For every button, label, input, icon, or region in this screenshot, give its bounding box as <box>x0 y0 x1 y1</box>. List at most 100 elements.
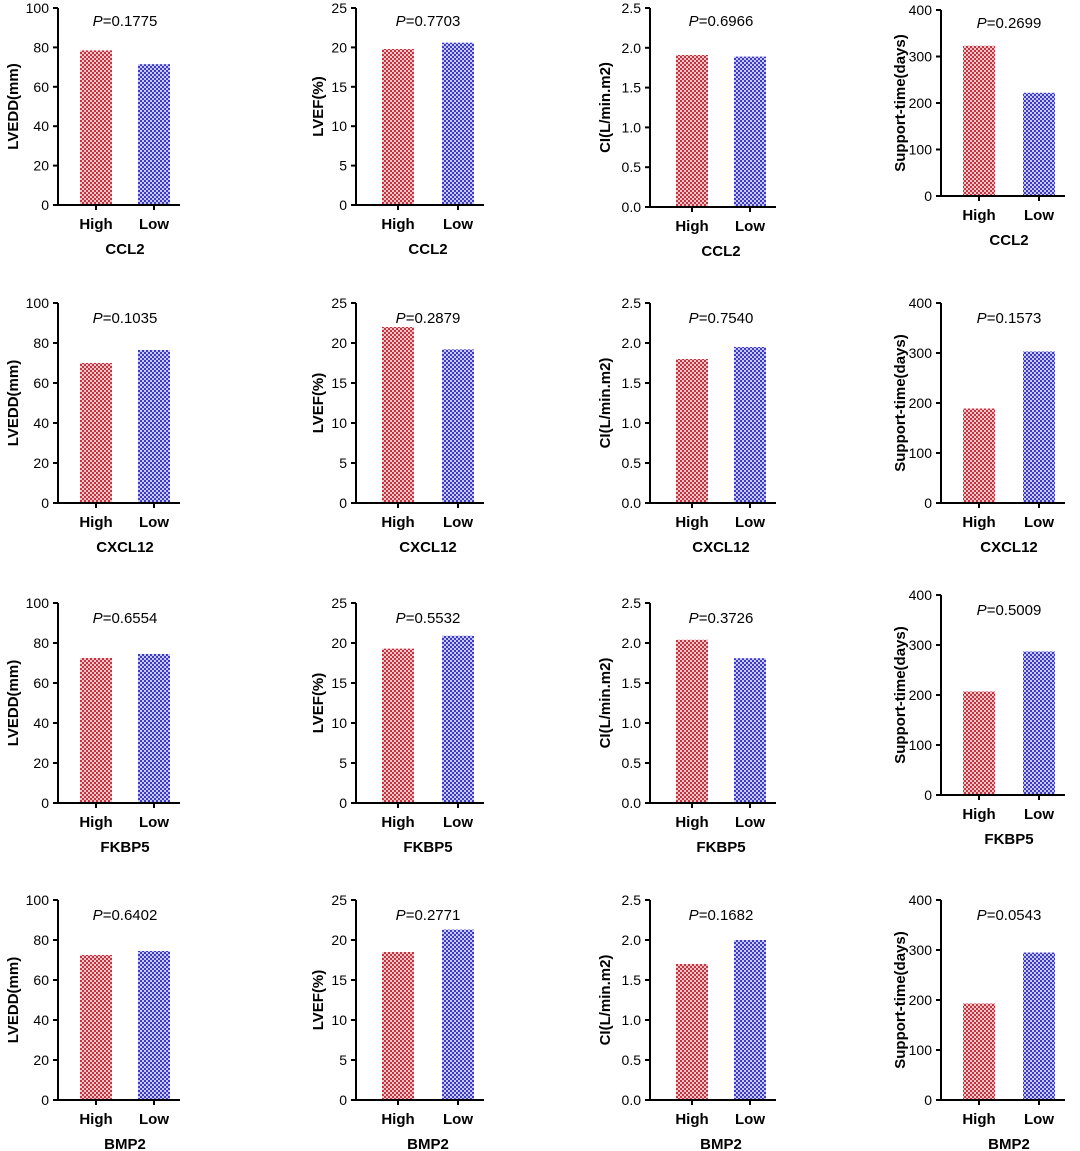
x-tick-label-low: Low <box>443 216 473 233</box>
y-tick-label: 80 <box>33 635 49 651</box>
y-axis-label: LVEDD(mm) <box>5 660 22 746</box>
gene-label: FKBP5 <box>100 839 149 856</box>
y-tick-label: 2.0 <box>622 932 642 948</box>
x-tick-label-high: High <box>962 806 995 823</box>
p-value: =0.6402 <box>103 907 158 924</box>
p-symbol: P <box>977 15 987 32</box>
chart-panel-fkbp5-2: 0.0 0.5 1.0 1.5 2.0 2.5 High Low FKBP5 CI(L/min.m… <box>597 595 776 856</box>
x-tick-label-high: High <box>675 218 708 235</box>
y-axis-label: LVEF(%) <box>310 373 327 434</box>
y-tick-label: 25 <box>331 0 347 16</box>
y-tick-label: 200 <box>909 95 933 111</box>
chart-panel-bmp2-2: 0.0 0.5 1.0 1.5 2.0 2.5 High Low BMP2 CI(L/min.m2… <box>597 892 776 1151</box>
y-tick-label: 100 <box>909 1042 933 1058</box>
bar-high <box>382 48 414 206</box>
y-tick-label: 15 <box>331 972 347 988</box>
bar-low <box>442 929 474 1100</box>
gene-label: BMP2 <box>407 1136 449 1151</box>
y-tick-label: 100 <box>26 892 50 908</box>
y-tick-label: 1.5 <box>622 675 642 691</box>
x-tick-label-low: Low <box>735 814 765 831</box>
y-tick-label: 1.0 <box>622 415 642 431</box>
p-value: =0.2771 <box>406 907 461 924</box>
bar-high <box>676 639 708 803</box>
y-tick-label: 400 <box>909 587 933 603</box>
p-value: =0.1573 <box>987 310 1042 327</box>
y-tick-label: 1.0 <box>622 119 642 135</box>
p-value-label: P=0.1775 <box>93 13 158 30</box>
bar-low <box>442 349 474 503</box>
y-tick-label: 10 <box>331 415 347 431</box>
p-symbol: P <box>396 310 406 327</box>
bar-low <box>442 42 474 206</box>
y-axis-label: LVEDD(mm) <box>5 957 22 1043</box>
y-axis-label: CI(L/min.m2) <box>597 62 614 153</box>
p-symbol: P <box>396 907 406 924</box>
y-tick-label: 100 <box>909 737 933 753</box>
y-tick-label: 80 <box>33 335 49 351</box>
x-tick-label-high: High <box>381 1111 414 1128</box>
p-value: =0.1775 <box>103 13 158 30</box>
x-tick-label-high: High <box>79 216 112 233</box>
x-tick-label-high: High <box>675 814 708 831</box>
y-axis-label: Support-time(days) <box>892 626 909 764</box>
y-tick-label: 25 <box>331 595 347 611</box>
bar-high <box>676 964 708 1100</box>
x-tick-label-high: High <box>381 814 414 831</box>
x-tick-label-high: High <box>962 1111 995 1128</box>
x-tick-label-low: Low <box>139 216 169 233</box>
x-tick-label-low: Low <box>735 1111 765 1128</box>
x-tick-label-high: High <box>79 1111 112 1128</box>
y-tick-label: 400 <box>909 2 933 18</box>
p-value-label: P=0.3726 <box>689 610 754 627</box>
bar-low <box>734 56 766 207</box>
bar-high <box>963 691 995 795</box>
p-value-label: P=0.6554 <box>93 610 158 627</box>
gene-label: CXCL12 <box>399 539 457 556</box>
y-tick-label: 25 <box>331 892 347 908</box>
y-tick-label: 300 <box>909 345 933 361</box>
y-tick-label: 2.0 <box>622 635 642 651</box>
p-value-label: P=0.7703 <box>396 13 461 30</box>
y-tick-label: 2.5 <box>622 295 642 311</box>
p-value: =0.3726 <box>699 610 754 627</box>
y-tick-label: 1.5 <box>622 972 642 988</box>
y-tick-label: 60 <box>33 79 49 95</box>
y-tick-label: 0 <box>924 1092 932 1108</box>
p-value: =0.1035 <box>103 310 158 327</box>
p-value-label: P=0.1573 <box>977 310 1042 327</box>
p-value-label: P=0.6402 <box>93 907 158 924</box>
bar-low <box>734 658 766 803</box>
y-tick-label: 2.0 <box>622 40 642 56</box>
y-tick-label: 0.5 <box>622 755 642 771</box>
y-tick-label: 20 <box>331 635 347 651</box>
p-symbol: P <box>93 907 103 924</box>
y-tick-label: 0 <box>41 197 49 213</box>
x-tick-label-high: High <box>962 207 995 224</box>
p-symbol: P <box>977 602 987 619</box>
y-tick-label: 0 <box>924 188 932 204</box>
x-tick-label-low: Low <box>1024 514 1054 531</box>
bar-high <box>382 648 414 803</box>
y-tick-label: 15 <box>331 79 347 95</box>
x-tick-label-low: Low <box>443 1111 473 1128</box>
y-tick-label: 0.0 <box>622 199 642 215</box>
y-tick-label: 20 <box>33 755 49 771</box>
p-value-label: P=0.1682 <box>689 907 754 924</box>
y-axis-label: LVEF(%) <box>310 970 327 1031</box>
y-tick-label: 0 <box>924 495 932 511</box>
chart-panel-ccl2-3: 0 100 200 300 400 High Low CCL2 Support-time(day… <box>892 2 1065 249</box>
p-value: =0.7703 <box>406 13 461 30</box>
y-tick-label: 40 <box>33 415 49 431</box>
p-symbol: P <box>977 310 987 327</box>
x-tick-label-high: High <box>381 514 414 531</box>
bar-low <box>138 951 170 1100</box>
y-tick-label: 2.5 <box>622 892 642 908</box>
bar-high <box>80 955 112 1100</box>
p-value-label: P=0.1035 <box>93 310 158 327</box>
y-tick-label: 10 <box>331 1012 347 1028</box>
y-tick-label: 400 <box>909 295 933 311</box>
x-tick-label-high: High <box>79 514 112 531</box>
p-value: =0.0543 <box>987 907 1042 924</box>
